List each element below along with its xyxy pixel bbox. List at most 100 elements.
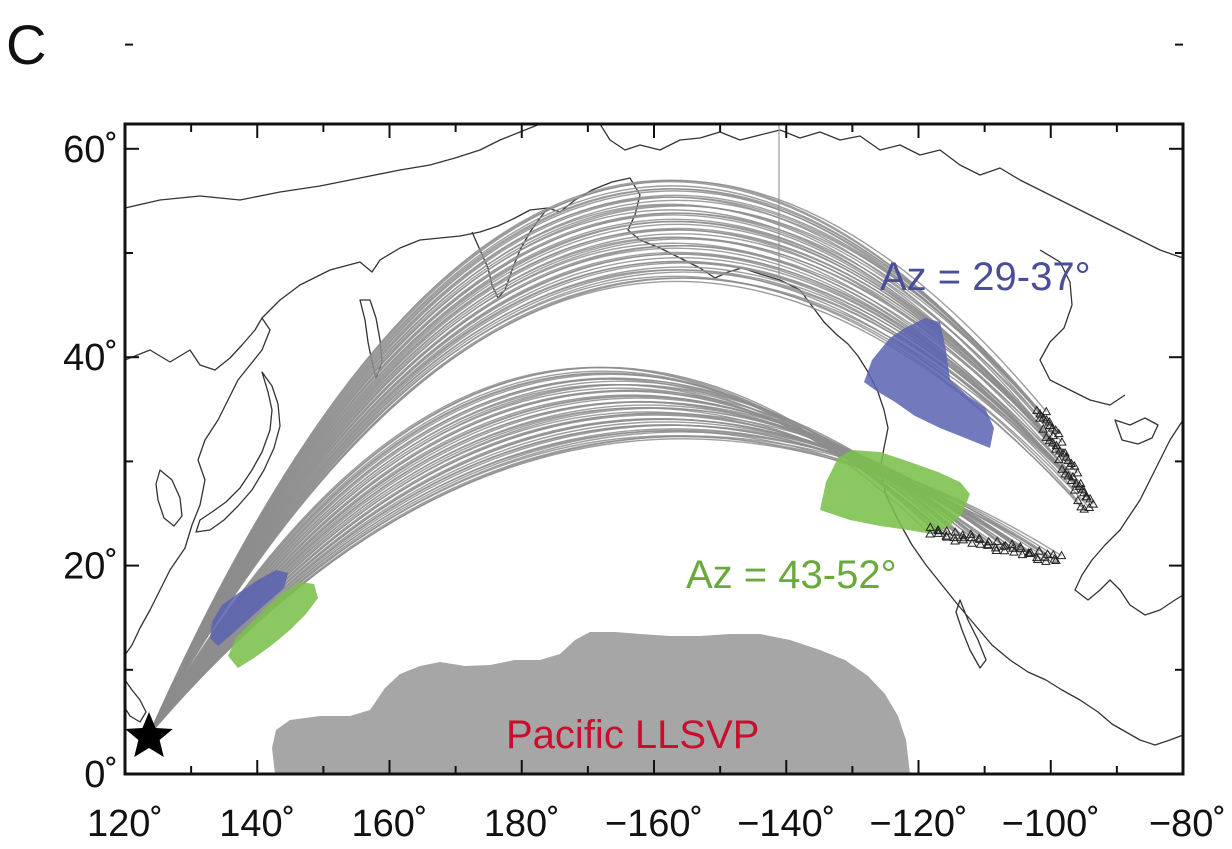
x-tick-label: 180˚ xyxy=(484,803,560,845)
station-marker xyxy=(958,534,969,544)
y-tick-label: 40˚ xyxy=(63,337,118,379)
station-marker xyxy=(1050,444,1061,453)
station-marker xyxy=(1041,556,1051,565)
station-marker xyxy=(966,532,977,542)
north-highlight-far xyxy=(864,318,994,448)
station-marker xyxy=(1047,437,1058,447)
station-marker xyxy=(1066,475,1077,485)
station-marker xyxy=(983,540,993,549)
y-tick-label: 20˚ xyxy=(63,546,118,588)
station-marker xyxy=(1072,467,1083,477)
station-marker xyxy=(1025,547,1036,557)
coastline-russia-north xyxy=(125,124,541,209)
ray-path-north xyxy=(148,203,1047,736)
station-marker xyxy=(975,539,986,548)
station-marker xyxy=(1079,504,1090,513)
x-tick-label: 160˚ xyxy=(351,803,427,845)
station-marker xyxy=(933,525,944,535)
coastline-japan xyxy=(195,371,281,533)
station-marker xyxy=(950,535,960,545)
x-tick-label: −100˚ xyxy=(1002,803,1100,845)
coastline-korea xyxy=(155,469,183,527)
station-marker xyxy=(1007,539,1017,548)
station-marker xyxy=(966,529,976,538)
station-marker xyxy=(1034,546,1045,555)
station-marker xyxy=(974,534,985,543)
ray-path-north xyxy=(148,220,1057,736)
station-marker xyxy=(1053,428,1064,438)
station-marker xyxy=(1049,554,1060,563)
station-marker xyxy=(1077,484,1088,493)
station-marker xyxy=(1069,461,1080,470)
coastline-hudson-bay xyxy=(1039,249,1126,406)
panel-label: C xyxy=(6,13,46,76)
station-marker xyxy=(1044,416,1055,426)
station-marker xyxy=(1051,555,1061,565)
station-marker xyxy=(967,538,977,547)
coastlines xyxy=(125,124,1183,746)
station-marker xyxy=(1054,454,1064,464)
station-marker xyxy=(1041,414,1052,424)
station-marker xyxy=(1024,548,1035,557)
station-marker xyxy=(1058,448,1068,457)
station-marker xyxy=(1064,461,1075,470)
coastline-alaska xyxy=(559,177,889,449)
station-marker xyxy=(950,527,961,536)
north-highlight-near xyxy=(210,570,288,646)
station-marker xyxy=(1057,464,1067,473)
south-group-label: Az = 43-52° xyxy=(686,553,897,597)
y-tick-label: 0˚ xyxy=(84,754,118,796)
station-marker xyxy=(1017,549,1028,559)
station-marker xyxy=(1008,543,1018,552)
x-tick-label: −160˚ xyxy=(605,803,703,845)
coastline-okhotsk xyxy=(261,207,561,319)
coastline-central-america xyxy=(1045,679,1183,746)
station-marker xyxy=(1042,549,1053,558)
station-marker xyxy=(983,536,994,546)
station-marker xyxy=(925,528,935,538)
station-marker xyxy=(1041,432,1052,441)
station-marker xyxy=(990,542,1001,552)
x-tick-label: 140˚ xyxy=(219,803,295,845)
x-tick-label: −140˚ xyxy=(737,803,835,845)
south-highlight-far xyxy=(820,450,970,534)
x-tick-label: −80˚ xyxy=(1149,803,1226,845)
station-marker xyxy=(1061,452,1072,461)
map-area: Az = 29-37° Az = 43-52° Pacific LLSVP xyxy=(125,124,1183,774)
station-marker xyxy=(1038,424,1049,433)
station-marker xyxy=(1016,543,1026,552)
station-marker xyxy=(1050,425,1061,434)
south-highlight-near xyxy=(228,582,318,668)
north-group-label: Az = 29-37° xyxy=(880,255,1091,299)
station-marker xyxy=(949,532,960,542)
station-marker xyxy=(1088,499,1099,508)
station-marker xyxy=(1063,470,1074,480)
station-marker xyxy=(1074,481,1085,490)
station-marker xyxy=(1081,491,1091,501)
station-marker xyxy=(1085,493,1095,503)
coastline-philippines xyxy=(125,679,147,723)
station-marker xyxy=(941,532,952,541)
station-marker xyxy=(925,522,936,531)
station-marker xyxy=(1045,420,1055,429)
llsvp-label: Pacific LLSVP xyxy=(506,713,759,757)
coastline-north-america-east xyxy=(1074,419,1183,616)
ray-path-south xyxy=(148,373,948,736)
ray-path-north xyxy=(148,196,1044,736)
ray-path-north xyxy=(148,214,1054,736)
station-markers xyxy=(925,405,1099,565)
coastline-asia-mainland xyxy=(125,317,271,656)
station-marker xyxy=(992,536,1003,545)
station-marker xyxy=(1073,495,1083,505)
station-marker xyxy=(1032,405,1042,414)
station-marker xyxy=(1056,550,1067,560)
station-marker xyxy=(999,545,1010,555)
coastline-alaska-north xyxy=(599,124,781,151)
station-marker xyxy=(991,545,1002,555)
x-tick-label: −120˚ xyxy=(869,803,967,845)
station-marker xyxy=(1032,554,1043,564)
station-marker xyxy=(1057,437,1067,446)
station-marker xyxy=(933,528,944,537)
llsvp-region xyxy=(272,632,910,774)
